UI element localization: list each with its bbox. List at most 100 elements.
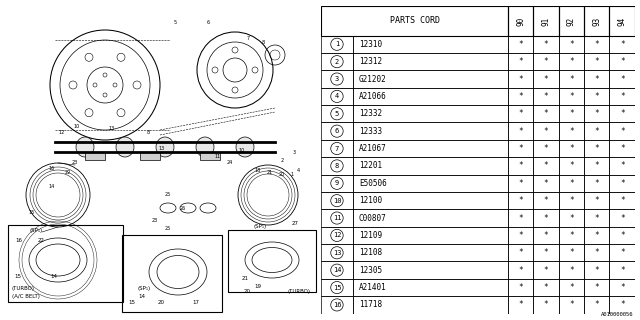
Bar [609, 157, 635, 175]
Bar [559, 105, 584, 123]
Bar [140, 152, 160, 160]
Bar [609, 53, 635, 70]
Text: *: * [620, 283, 625, 292]
Text: *: * [518, 213, 523, 222]
Bar [353, 53, 508, 70]
Text: 14: 14 [49, 185, 55, 189]
Bar [353, 192, 508, 209]
Text: *: * [518, 75, 523, 84]
Text: 5: 5 [335, 111, 339, 117]
Text: *: * [543, 196, 548, 205]
Text: *: * [595, 300, 599, 309]
Text: PARTS CORD: PARTS CORD [390, 17, 440, 26]
Text: A21401: A21401 [359, 283, 387, 292]
Ellipse shape [196, 137, 214, 157]
Text: 12332: 12332 [359, 109, 382, 118]
Bar [584, 105, 609, 123]
Bar [508, 36, 533, 53]
Text: *: * [569, 57, 573, 66]
Text: 94: 94 [618, 16, 627, 26]
Bar [508, 157, 533, 175]
Bar [321, 279, 353, 296]
Text: *: * [569, 179, 573, 188]
Text: 7: 7 [246, 36, 250, 41]
Bar [533, 36, 559, 53]
Bar [533, 70, 559, 88]
Text: *: * [595, 248, 599, 257]
Bar [353, 36, 508, 53]
Text: *: * [518, 179, 523, 188]
Bar [559, 192, 584, 209]
Text: 12305: 12305 [359, 266, 382, 275]
Bar [609, 88, 635, 105]
Text: 11: 11 [333, 215, 341, 221]
Bar [533, 261, 559, 279]
Bar [508, 70, 533, 88]
Bar [609, 261, 635, 279]
Text: 10: 10 [74, 124, 80, 130]
Bar [609, 279, 635, 296]
Bar [508, 279, 533, 296]
Text: *: * [595, 127, 599, 136]
Bar [8, 225, 123, 302]
Ellipse shape [236, 137, 254, 157]
Bar [353, 175, 508, 192]
Bar [559, 88, 584, 105]
Text: *: * [569, 300, 573, 309]
Text: *: * [518, 109, 523, 118]
Text: 20: 20 [158, 300, 165, 305]
Text: *: * [518, 92, 523, 101]
Text: 90: 90 [516, 16, 525, 26]
Text: *: * [569, 161, 573, 171]
Bar [122, 235, 222, 312]
Text: 15: 15 [333, 284, 341, 291]
Text: (A/C BELT): (A/C BELT) [12, 294, 40, 299]
Text: 12333: 12333 [359, 127, 382, 136]
Text: (SP₁): (SP₁) [253, 224, 266, 229]
Text: 22: 22 [65, 170, 71, 174]
Bar [508, 244, 533, 261]
Text: *: * [569, 196, 573, 205]
Bar [584, 244, 609, 261]
Text: 16: 16 [15, 238, 22, 243]
Bar [533, 192, 559, 209]
Bar [321, 123, 353, 140]
Bar [559, 244, 584, 261]
Bar [508, 175, 533, 192]
Bar [85, 152, 105, 160]
Bar [609, 6, 635, 36]
Text: *: * [620, 92, 625, 101]
Text: *: * [620, 57, 625, 66]
Text: *: * [620, 213, 625, 222]
Bar [559, 36, 584, 53]
Text: *: * [595, 144, 599, 153]
Text: *: * [543, 161, 548, 171]
Text: *: * [569, 40, 573, 49]
Text: 3: 3 [335, 76, 339, 82]
Bar [559, 227, 584, 244]
Bar [533, 209, 559, 227]
Bar [533, 279, 559, 296]
Bar [559, 140, 584, 157]
Text: 11: 11 [215, 155, 221, 159]
Text: *: * [518, 57, 523, 66]
Bar [533, 157, 559, 175]
Text: *: * [569, 266, 573, 275]
Bar [321, 296, 353, 314]
Bar [228, 230, 316, 292]
Bar [353, 88, 508, 105]
Text: *: * [569, 127, 573, 136]
Bar [559, 53, 584, 70]
Text: *: * [543, 57, 548, 66]
Text: *: * [569, 109, 573, 118]
Text: A010000056: A010000056 [601, 312, 634, 317]
Text: *: * [543, 231, 548, 240]
Text: *: * [595, 161, 599, 171]
Bar [584, 88, 609, 105]
Text: *: * [518, 196, 523, 205]
Bar [609, 36, 635, 53]
Bar [584, 227, 609, 244]
Text: *: * [569, 248, 573, 257]
Text: *: * [620, 196, 625, 205]
Text: 15: 15 [128, 300, 135, 305]
